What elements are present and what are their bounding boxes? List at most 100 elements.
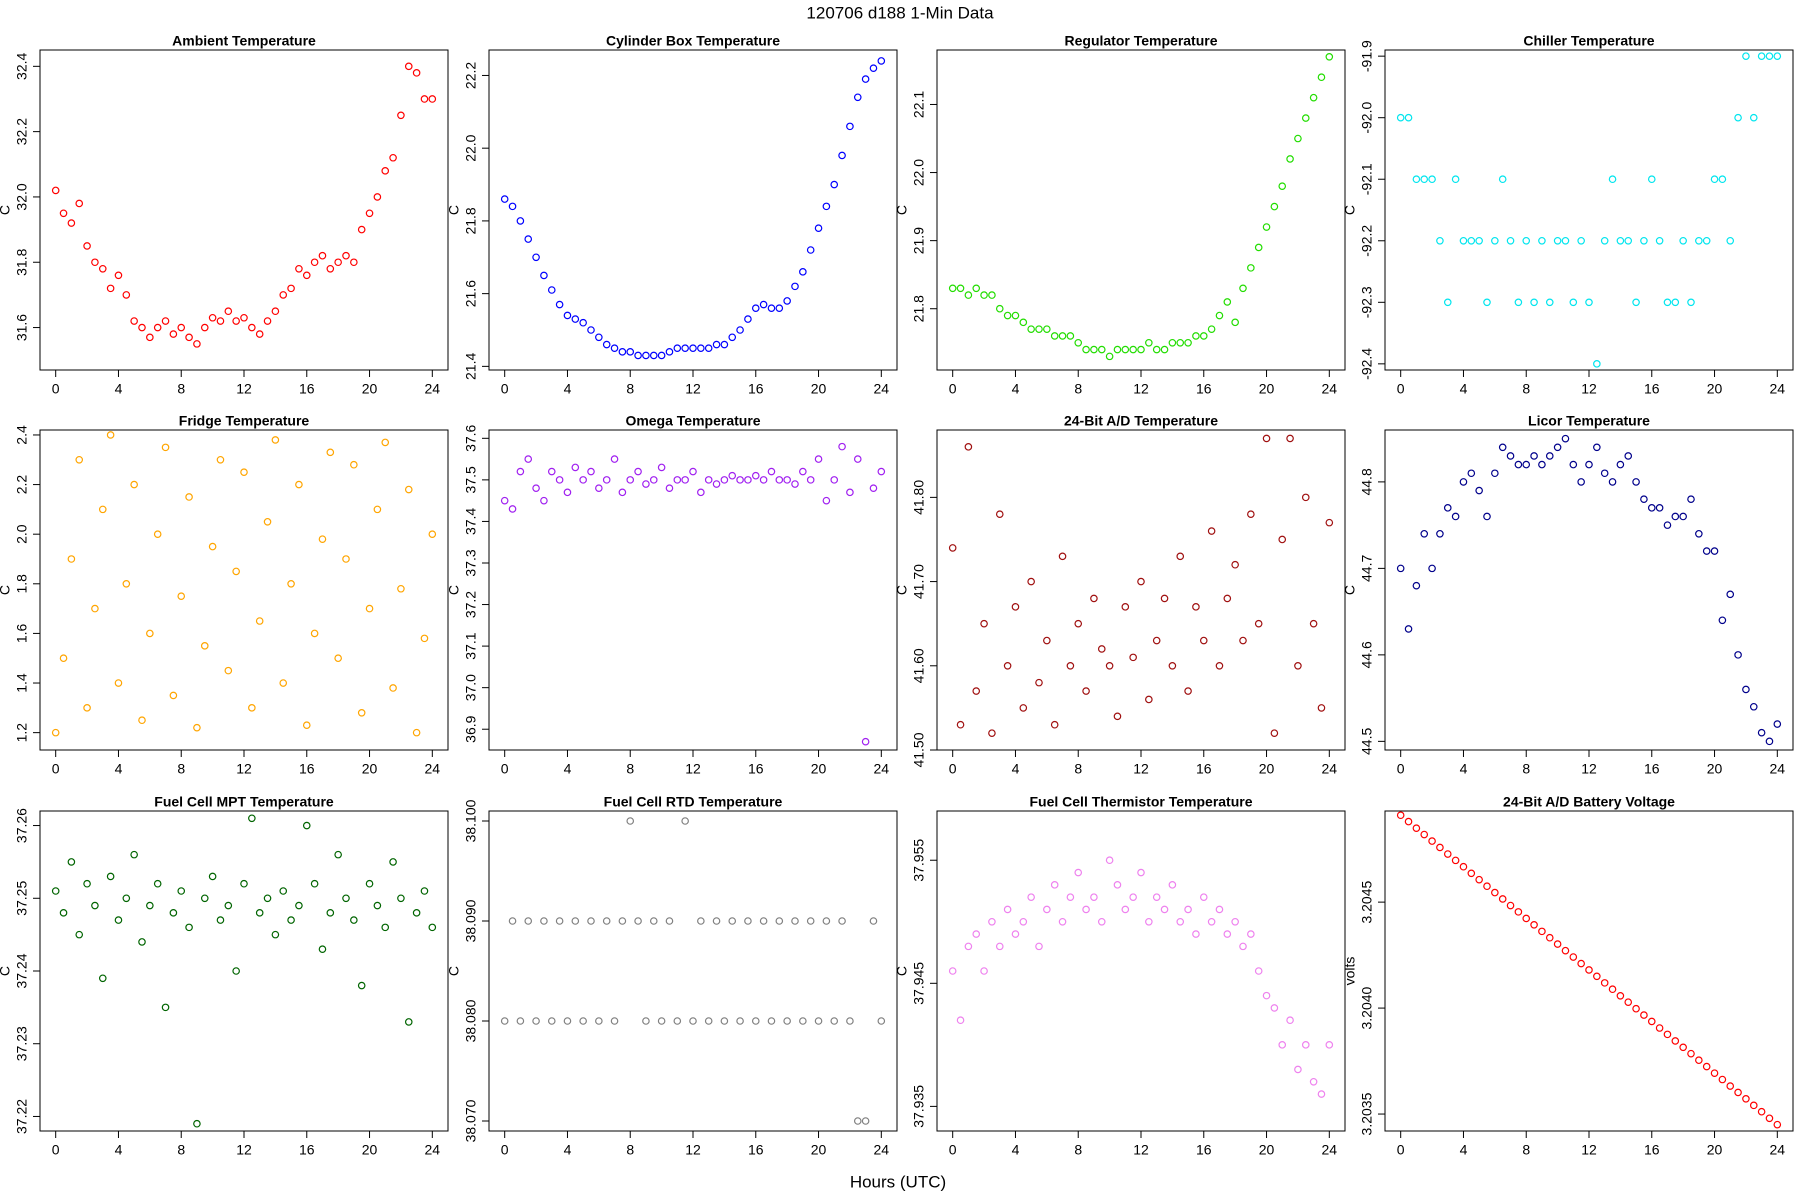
y-tick-label: 31.6 [14,314,30,341]
data-point [1561,946,1570,955]
data-point [1718,175,1727,184]
data-point [1129,893,1137,901]
data-point [595,1017,603,1025]
data-point [1749,113,1758,122]
data-point [751,1017,760,1025]
x-tick-label: 8 [177,381,185,397]
data-point [1608,985,1617,994]
data-point [869,64,878,72]
y-tick-label: 38.090 [463,899,479,942]
data-point [1176,338,1185,347]
data-point [665,484,674,492]
data-point [988,291,996,299]
data-point [1325,518,1334,527]
data-point [373,901,382,910]
data-point [516,217,525,225]
data-point [1436,236,1444,245]
data-point [326,909,335,917]
data-point [1035,325,1043,333]
x-tick-label: 12 [1133,761,1149,777]
data-point [381,167,390,175]
data-point [232,567,240,576]
data-point [302,821,311,830]
data-point [1192,332,1200,340]
data-point [1113,712,1122,721]
data-point [673,344,682,352]
data-point [1121,345,1130,354]
data-point [1773,1120,1782,1129]
y-tick-label: 21.8 [463,207,479,234]
data-point [1090,594,1098,603]
data-point [744,476,752,484]
data-point [736,326,744,334]
data-point [948,284,957,293]
data-point [1192,603,1200,611]
data-point [287,579,295,588]
data-point [1491,236,1499,245]
y-axis-label: C [894,205,910,215]
data-point [846,1017,854,1025]
data-point [1577,959,1585,968]
data-point [571,315,580,323]
data-point [1671,298,1680,307]
x-tick-label: 8 [1522,381,1530,397]
data-point [255,330,264,338]
data-point [846,488,854,497]
y-tick-label: -92.3 [1359,286,1375,318]
data-point [1710,175,1719,184]
data-point [1105,856,1114,865]
y-tick-label: 44.7 [1359,555,1375,582]
data-point [1239,284,1247,293]
data-point [751,304,760,312]
data-point [665,348,674,356]
data-point [610,1017,619,1025]
data-point [1491,469,1499,478]
data-point [1066,661,1075,670]
data-point [1459,236,1468,245]
y-tick-label: 22.0 [911,159,927,186]
data-point [1459,478,1468,486]
data-point [1585,460,1593,469]
data-point [1294,134,1302,143]
data-point [1137,868,1145,877]
data-point [1121,905,1130,914]
data-point [1655,504,1664,512]
data-point [1035,678,1043,687]
data-point [1710,547,1719,555]
data-point [1262,434,1271,443]
data-point [216,455,225,464]
data-point [357,981,366,990]
data-point [704,476,713,484]
y-tick-label: 22.0 [463,134,479,161]
data-point [1483,882,1491,891]
data-point [602,476,611,484]
x-tick-label: 20 [1259,1142,1275,1158]
data-point [326,448,335,457]
plot-frame [488,429,898,751]
data-point [389,858,397,866]
data-point [404,62,413,71]
data-point [1679,512,1687,521]
data-point [185,923,193,932]
data-point [1176,917,1185,926]
data-point [1011,311,1020,320]
data-point [571,917,580,925]
y-tick-label: 37.24 [14,953,30,988]
x-tick-label: 4 [1460,381,1468,397]
data-point [1215,905,1224,914]
data-point [428,923,437,932]
data-point [980,619,988,628]
data-point [1616,460,1625,469]
data-point [1003,905,1012,914]
data-point [1428,175,1436,184]
y-tick-label: -92.4 [1359,348,1375,380]
y-tick-label: 44.8 [1359,468,1375,495]
data-point [1105,352,1114,361]
data-point [1199,332,1208,340]
data-point [232,317,240,325]
data-point [1176,552,1185,561]
data-point [1184,687,1192,695]
data-point [1530,921,1538,929]
x-tick-label: 24 [425,761,441,777]
